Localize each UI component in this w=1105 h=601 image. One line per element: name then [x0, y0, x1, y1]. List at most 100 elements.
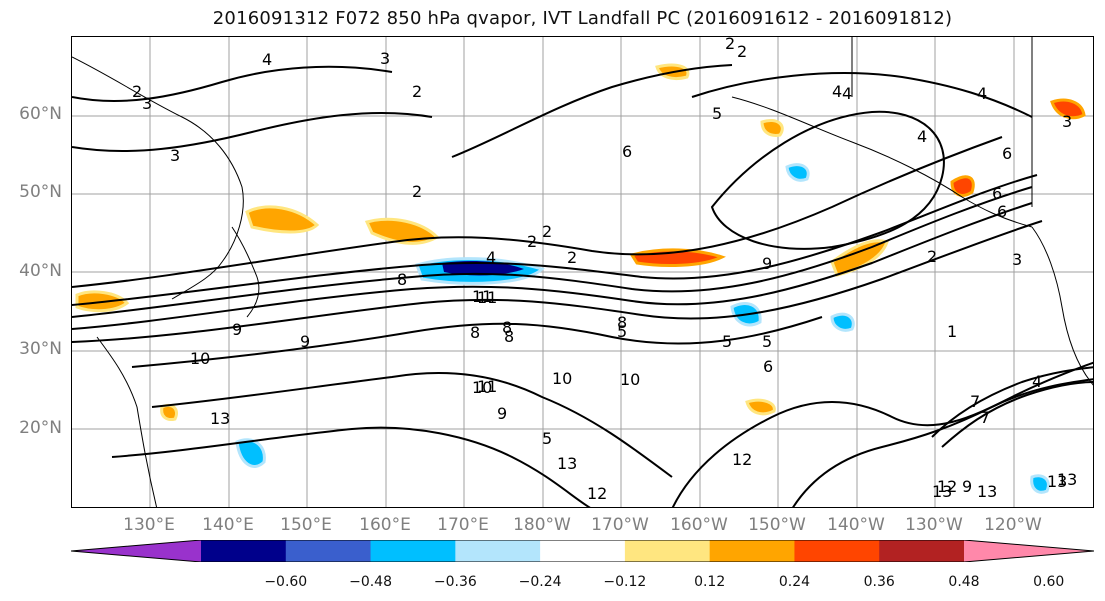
colorbar-segment — [455, 540, 541, 562]
contour-label: 1 — [947, 322, 957, 341]
contour — [72, 65, 393, 102]
colorbar-segment — [540, 540, 626, 562]
colorbar-tick-label: −0.24 — [518, 574, 562, 590]
negative-patch — [235, 438, 266, 468]
contour-label: 6 — [1002, 144, 1012, 163]
contour — [671, 361, 1093, 507]
colorbar-segment — [370, 540, 456, 562]
contour-label: 12 — [732, 450, 752, 469]
contour-label: 3 — [1012, 250, 1022, 269]
contour-label: 11 — [477, 288, 497, 307]
contour — [111, 426, 591, 507]
contour — [72, 186, 1033, 318]
colorbar-segment — [201, 540, 287, 562]
china-coast — [96, 336, 158, 507]
contour-label: 8 — [470, 323, 480, 342]
ivt-contours — [72, 64, 1093, 507]
borders — [851, 37, 1033, 207]
contour-label: 5 — [617, 322, 627, 341]
positive-patch — [760, 119, 784, 137]
colorbar-tick-label: 0.48 — [948, 574, 980, 590]
colorbar-segment — [794, 540, 880, 562]
contour-label: 2 — [412, 182, 422, 201]
graticule — [72, 37, 1093, 507]
colorbar-tick-label: −0.60 — [264, 574, 308, 590]
lat-label: 30°N — [19, 339, 62, 359]
contour-label: 4 — [486, 248, 496, 267]
contour — [931, 366, 1093, 438]
colorbar-tick-label: −0.48 — [349, 574, 392, 590]
contour-label: 6 — [622, 142, 632, 161]
alaska-coast — [731, 96, 1033, 228]
contour-label: 6 — [997, 202, 1007, 221]
contour-label: 4 — [1032, 372, 1042, 391]
contour-label: 9 — [762, 254, 772, 273]
colorbar-segment — [709, 540, 795, 562]
colorbar-segment — [285, 540, 372, 562]
colorbar-tick-label: 0.60 — [1033, 574, 1065, 590]
map-title: 2016091312 F072 850 hPa qvapor, IVT Land… — [212, 8, 953, 29]
negative-patch — [830, 312, 855, 332]
lon-label: 130°W — [905, 515, 963, 535]
contour-label: 13 — [557, 454, 577, 473]
contour — [72, 111, 433, 153]
contour — [792, 378, 1093, 507]
contour-label: 2 — [132, 82, 142, 101]
contour-label: 3 — [380, 49, 390, 68]
na-west-coast — [1031, 226, 1093, 386]
contour-label: 12 — [587, 484, 607, 503]
positive-patch — [160, 403, 178, 421]
contour-label: 8 — [397, 270, 407, 289]
colorbar-extend-low — [71, 540, 201, 562]
contour — [691, 72, 1033, 118]
contour-label: 5 — [712, 104, 722, 123]
positive-patch — [1050, 98, 1086, 120]
contour-label: 2 — [567, 248, 577, 267]
colorbar-segment — [879, 540, 965, 562]
contour-label: 9 — [962, 477, 972, 496]
lat-label: 20°N — [19, 418, 62, 438]
contour-label: 13 — [932, 482, 952, 501]
contour-label: 2 — [927, 247, 937, 266]
colorbar-segment — [624, 540, 711, 562]
contour-label: 11 — [477, 377, 497, 396]
contour-label: 13 — [1057, 470, 1077, 489]
contour-label: 6 — [763, 357, 773, 376]
asia-coast — [72, 56, 244, 300]
lon-label: 160°E — [359, 515, 411, 535]
lon-label: 150°E — [280, 515, 332, 535]
contour-label: 8 — [504, 327, 514, 346]
contour-label: 9 — [232, 320, 242, 339]
contour-label: 4 — [262, 50, 272, 69]
lon-label: 170°E — [437, 515, 489, 535]
contour-label: 8 — [502, 318, 512, 337]
lon-label: 140°W — [827, 515, 885, 535]
colorbar-tick-label: 0.36 — [863, 574, 895, 590]
lon-label: 180°W — [513, 515, 571, 535]
contour — [72, 220, 1043, 343]
contour-label: 5 — [722, 332, 732, 351]
negative-patch — [1030, 474, 1050, 494]
lon-label: 130°E — [123, 515, 175, 535]
contour-label: 10 — [472, 378, 492, 397]
contour-label: 13 — [210, 409, 230, 428]
contour-label: 2 — [737, 42, 747, 61]
contour-label: 10 — [620, 370, 640, 389]
colorbar — [71, 540, 1094, 562]
lon-label: 170°W — [591, 515, 649, 535]
contour — [131, 316, 823, 368]
contour — [941, 381, 1093, 448]
contour-label: 3 — [170, 146, 180, 165]
colorbar-tick-label: −0.12 — [603, 574, 647, 590]
contour — [151, 372, 673, 478]
contour-label: 7 — [980, 408, 990, 427]
contour-label: 13 — [1047, 472, 1067, 491]
contour-label: 4 — [832, 82, 842, 101]
contour-label: 2 — [725, 37, 735, 53]
contour-label: 5 — [762, 332, 772, 351]
lon-label: 120°W — [984, 515, 1042, 535]
lon-label: 140°E — [202, 515, 254, 535]
negative-patch — [785, 163, 810, 182]
positive-patch — [245, 205, 320, 234]
